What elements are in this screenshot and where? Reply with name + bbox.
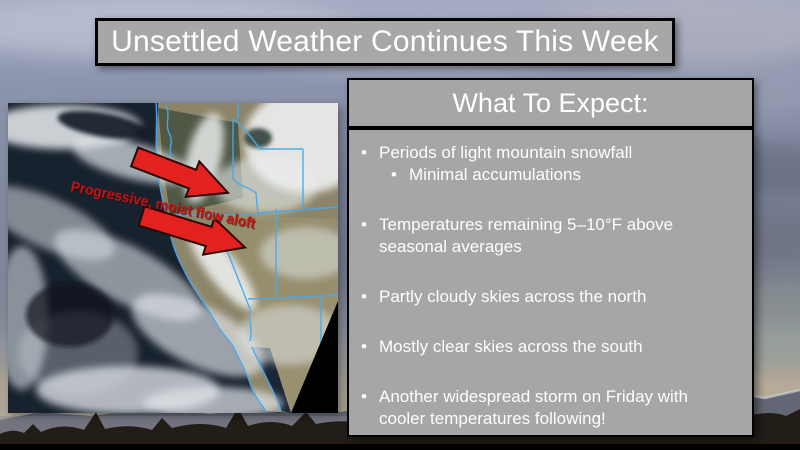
bullet-item: Periods of light mountain snowfall <box>361 142 709 164</box>
flow-arrow-icon <box>137 205 248 256</box>
flow-arrow-icon <box>129 146 231 199</box>
bullet-item: Partly cloudy skies across the north <box>361 286 709 308</box>
slide-title: Unsettled Weather Continues This Week <box>111 25 659 58</box>
bullet-item: Another widespread storm on Friday with … <box>361 386 709 430</box>
expect-bullet-list: Periods of light mountain snowfall Minim… <box>349 130 709 430</box>
expect-panel-header: What To Expect: <box>347 78 754 128</box>
no-data-corner <box>291 301 338 413</box>
expect-panel-body: Periods of light mountain snowfall Minim… <box>347 128 754 437</box>
expect-panel-title: What To Expect: <box>452 87 649 118</box>
bullet-item: Temperatures remaining 5–10°F above seas… <box>361 214 709 258</box>
bullet-item: Mostly clear skies across the south <box>361 336 709 358</box>
slide-title-banner: Unsettled Weather Continues This Week <box>95 18 675 66</box>
bullet-subitem: Minimal accumulations <box>391 164 709 186</box>
satellite-image: Progressive, moist flow aloft <box>8 103 338 413</box>
